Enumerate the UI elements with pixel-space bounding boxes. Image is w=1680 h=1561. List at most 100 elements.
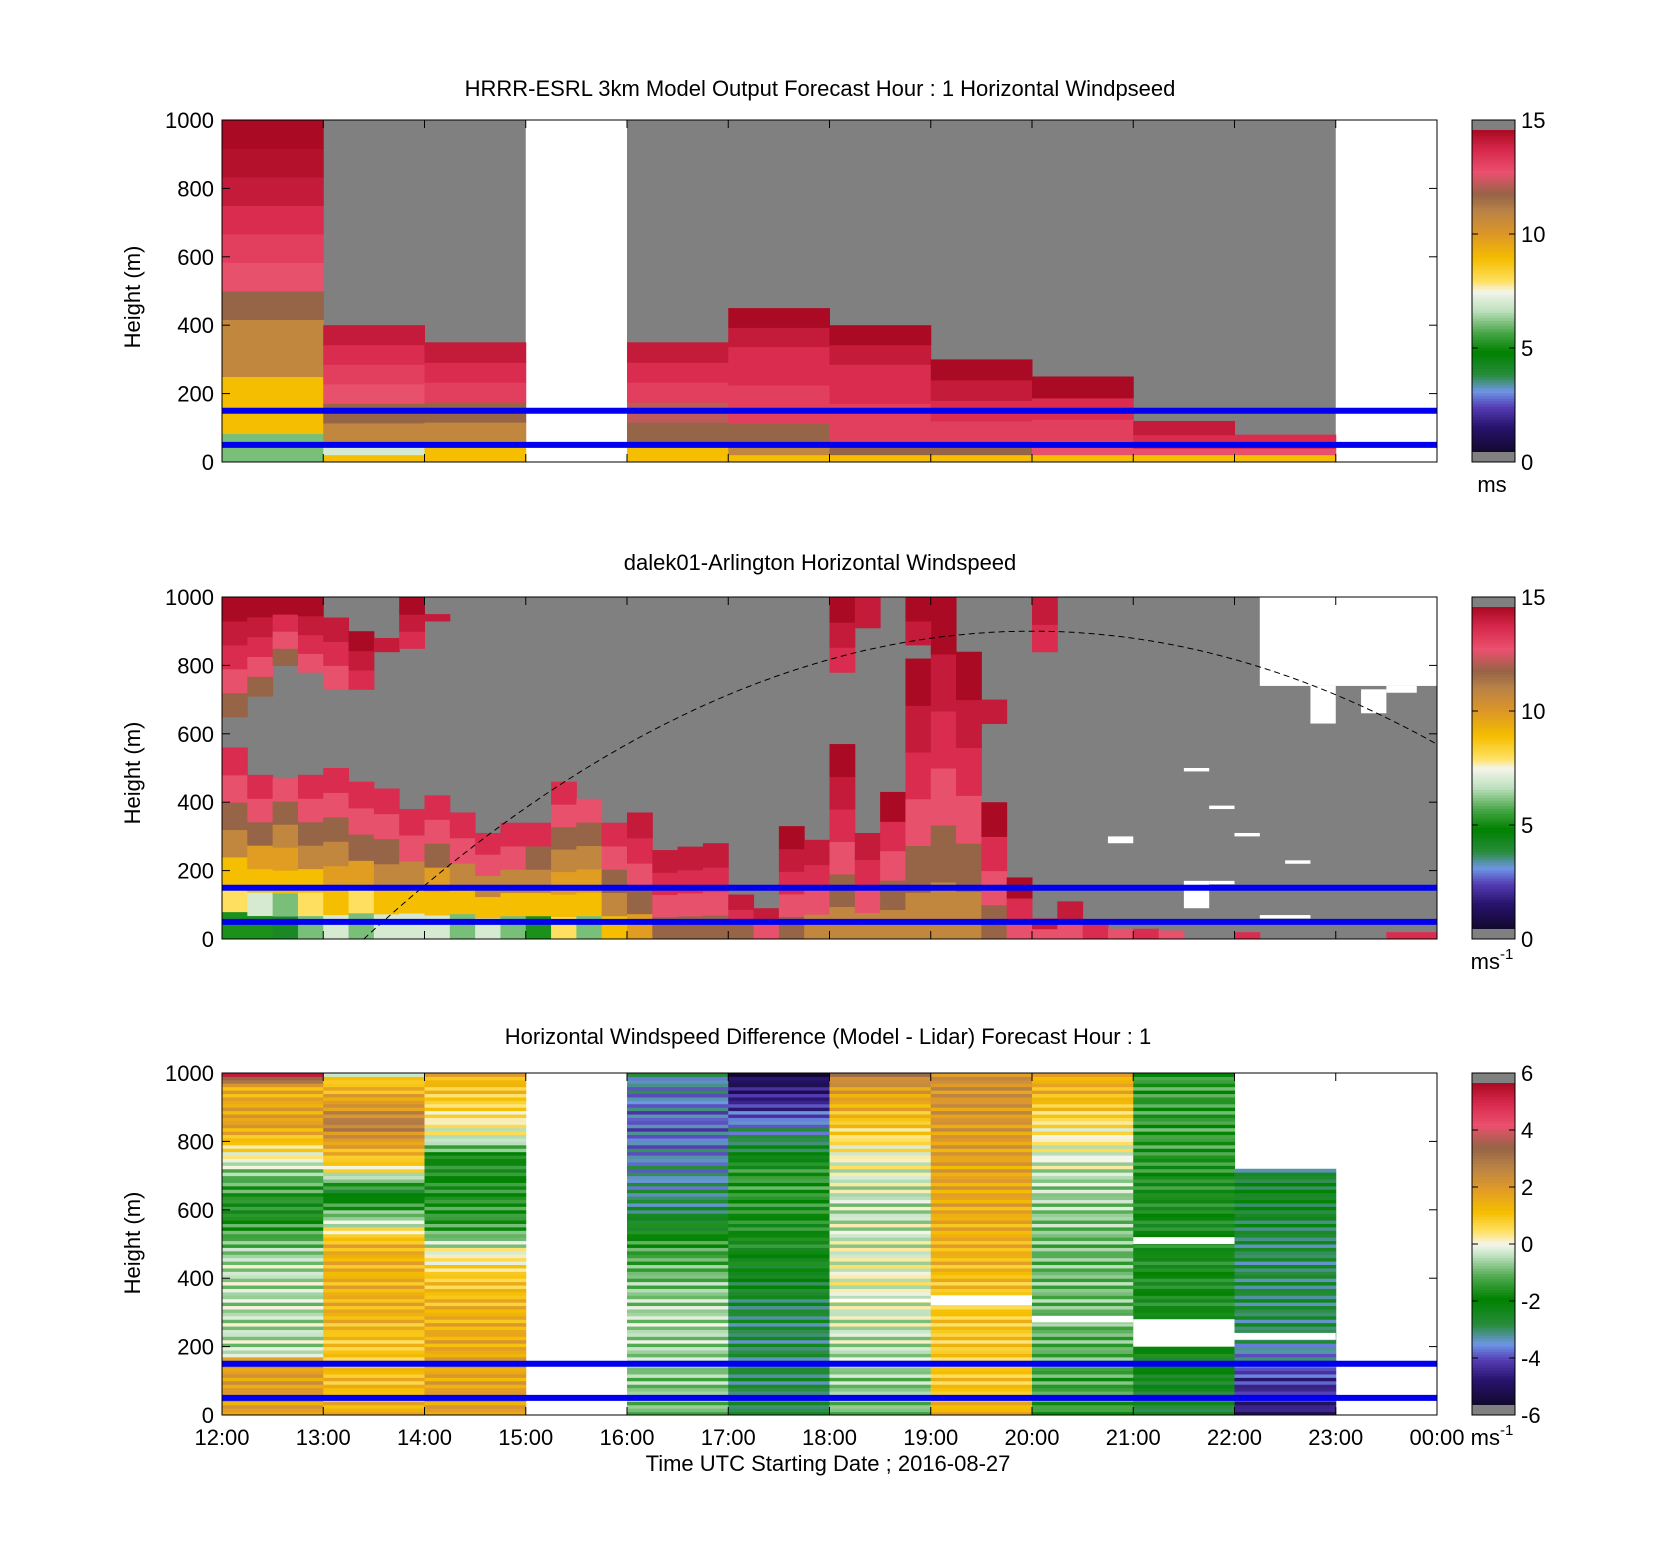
heatmap-cell — [728, 1254, 830, 1259]
colorbar-segment — [1472, 304, 1515, 308]
heatmap-cell — [1133, 1298, 1235, 1303]
colorbar-segment — [1472, 644, 1515, 648]
difference-panel-ylabel: Height (m) — [120, 1192, 145, 1295]
heatmap-cell — [1133, 1161, 1235, 1166]
colorbar-segment — [1472, 387, 1515, 391]
heatmap-cell — [1032, 1257, 1134, 1262]
heatmap-cell — [222, 1137, 324, 1142]
heatmap-cell — [424, 1233, 527, 1238]
heatmap-cell — [222, 1189, 324, 1194]
heatmap-cell — [728, 1196, 830, 1201]
heatmap-cell — [323, 1247, 425, 1252]
y-tick-label: 1000 — [165, 108, 214, 133]
colorbar-segment — [1472, 250, 1515, 254]
heatmap-cell — [627, 1377, 729, 1382]
heatmap-cell — [854, 912, 881, 940]
heatmap-cell — [222, 1384, 324, 1389]
heatmap-cell — [424, 1124, 527, 1129]
colorbar-segment — [1472, 1203, 1515, 1207]
heatmap-cell — [272, 824, 299, 848]
heatmap-cell — [829, 1302, 932, 1307]
heatmap-cell — [222, 234, 324, 263]
colorbar-segment — [1472, 143, 1515, 147]
heatmap-cell — [399, 631, 425, 649]
heatmap-cell — [1133, 1295, 1235, 1300]
colorbar-over-cap — [1472, 120, 1515, 130]
colorbar-segment — [1472, 845, 1515, 849]
colorbar-segment — [1472, 395, 1515, 399]
heatmap-cell — [1234, 1329, 1337, 1334]
heatmap-cell — [247, 845, 274, 870]
heatmap-cell — [222, 1336, 324, 1341]
heatmap-cell — [829, 422, 932, 443]
heatmap-cell — [627, 1326, 729, 1330]
heatmap-cell — [1234, 1274, 1337, 1279]
heatmap-cell — [627, 1182, 729, 1187]
heatmap-cell — [728, 924, 755, 940]
heatmap-cell — [424, 342, 527, 363]
heatmap-cell — [930, 420, 1033, 442]
heatmap-cell — [829, 1250, 932, 1255]
heatmap-cell — [728, 1213, 830, 1218]
heatmap-cell — [627, 1332, 729, 1337]
no-data-gap — [1133, 1319, 1235, 1347]
heatmap-cell — [829, 1223, 932, 1228]
heatmap-cell — [222, 205, 324, 235]
heatmap-cell — [424, 382, 527, 403]
heatmap-cell — [930, 1073, 1033, 1077]
heatmap-cell — [930, 1100, 1033, 1105]
colorbar-segment — [1472, 1091, 1515, 1095]
heatmap-cell — [1032, 1073, 1134, 1077]
heatmap-cell — [1032, 1271, 1134, 1276]
heatmap-cell — [323, 1343, 425, 1348]
heatmap-cell — [1032, 1189, 1134, 1194]
heatmap-cell — [424, 1161, 527, 1166]
colorbar-segment — [1472, 1139, 1515, 1143]
colorbar-segment — [1472, 1238, 1515, 1242]
heatmap-cell — [323, 1244, 425, 1248]
colorbar-segment — [1472, 1375, 1515, 1379]
heatmap-cell — [728, 1285, 830, 1289]
heatmap-cell — [424, 1131, 527, 1136]
heatmap-cell — [728, 1356, 830, 1361]
heatmap-cell — [424, 1250, 527, 1255]
colorbar-segment — [1472, 625, 1515, 629]
heatmap-cell — [1234, 1168, 1337, 1173]
heatmap-cell — [930, 1408, 1033, 1413]
heatmap-cell — [1234, 1206, 1337, 1211]
heatmap-cell — [728, 365, 830, 386]
heatmap-cell — [222, 1103, 324, 1108]
heatmap-cell — [1032, 1216, 1134, 1221]
heatmap-cell — [222, 1158, 324, 1163]
colorbar-under-cap — [1472, 452, 1515, 462]
heatmap-cell — [1133, 1107, 1235, 1112]
colorbar-segment — [1472, 358, 1515, 362]
heatmap-cell — [627, 1391, 729, 1395]
colorbar-segment — [1472, 433, 1515, 437]
colorbar-segment — [1472, 727, 1515, 731]
heatmap-cell — [222, 376, 324, 406]
heatmap-cell — [728, 1093, 830, 1098]
heatmap-cell — [829, 1411, 932, 1416]
colorbar-segment — [1472, 757, 1515, 761]
heatmap-cell — [804, 839, 830, 866]
heatmap-cell — [627, 1353, 729, 1358]
heatmap-cell — [728, 1350, 830, 1354]
colorbar-segment — [1472, 379, 1515, 383]
heatmap-cell — [1133, 1213, 1235, 1218]
colorbar-segment — [1472, 792, 1515, 796]
heatmap-cell — [323, 1172, 425, 1177]
y-tick-label: 1000 — [165, 585, 214, 610]
heatmap-cell — [323, 1168, 425, 1173]
heatmap-cell — [323, 1411, 425, 1416]
heatmap-cell — [424, 1168, 527, 1173]
heatmap-cell — [323, 1370, 425, 1375]
heatmap-cell — [930, 359, 1033, 381]
colorbar-segment — [1472, 317, 1515, 322]
heatmap-cell — [222, 1339, 324, 1344]
heatmap-cell — [930, 1233, 1033, 1238]
heatmap-cell — [930, 1237, 1033, 1242]
colorbar-segment — [1472, 1378, 1515, 1382]
heatmap-cell — [627, 1285, 729, 1289]
